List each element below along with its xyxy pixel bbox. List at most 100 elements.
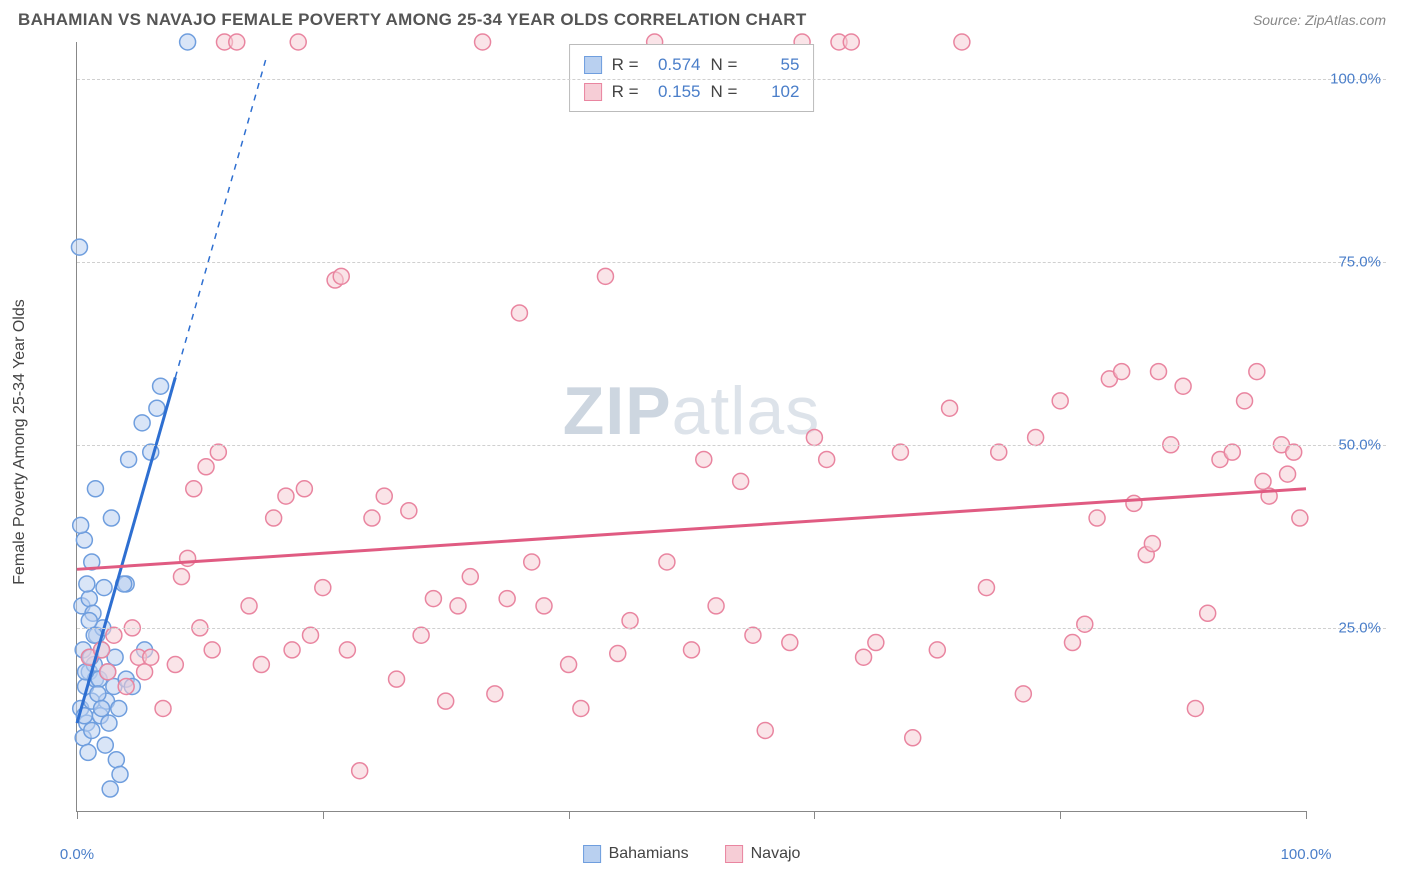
source-name: ZipAtlas.com	[1305, 12, 1386, 28]
scatter-point	[892, 444, 908, 460]
scatter-point	[101, 715, 117, 731]
scatter-point	[103, 510, 119, 526]
scatter-point	[204, 642, 220, 658]
scatter-point	[499, 591, 515, 607]
scatter-point	[413, 627, 429, 643]
scatter-point	[1126, 495, 1142, 511]
scatter-point	[487, 686, 503, 702]
scatter-point	[782, 635, 798, 651]
stat-n-value: 102	[747, 78, 799, 105]
scatter-point	[1089, 510, 1105, 526]
x-tick-label: 100.0%	[1281, 846, 1332, 863]
scatter-point	[118, 678, 134, 694]
scatter-point	[94, 700, 110, 716]
scatter-point	[121, 451, 137, 467]
scatter-point	[462, 569, 478, 585]
scatter-point	[856, 649, 872, 665]
x-tick-label: 0.0%	[60, 846, 94, 863]
scatter-point	[71, 239, 87, 255]
scatter-point	[401, 503, 417, 519]
scatter-point	[438, 693, 454, 709]
x-tick	[569, 811, 570, 819]
scatter-point	[1249, 364, 1265, 380]
scatter-point	[1028, 429, 1044, 445]
y-tick-label: 50.0%	[1338, 436, 1381, 453]
scatter-point	[290, 34, 306, 50]
x-tick	[814, 811, 815, 819]
scatter-point	[450, 598, 466, 614]
scatter-point	[97, 737, 113, 753]
gridline-h	[77, 79, 1386, 80]
scatter-point	[1015, 686, 1031, 702]
scatter-point	[757, 722, 773, 738]
stat-n-label: N =	[711, 78, 738, 105]
scatter-point	[186, 481, 202, 497]
gridline-h	[77, 262, 1386, 263]
scatter-point	[622, 613, 638, 629]
scatter-point	[87, 481, 103, 497]
scatter-svg	[77, 42, 1306, 811]
stat-r-value: 0.155	[649, 78, 701, 105]
scatter-point	[80, 744, 96, 760]
scatter-point	[364, 510, 380, 526]
x-tick	[323, 811, 324, 819]
scatter-point	[106, 627, 122, 643]
scatter-point	[153, 378, 169, 394]
scatter-point	[610, 646, 626, 662]
scatter-point	[868, 635, 884, 651]
chart-container: Female Poverty Among 25-34 Year Olds ZIP…	[50, 42, 1386, 842]
scatter-point	[284, 642, 300, 658]
scatter-point	[1200, 605, 1216, 621]
source-attribution: Source: ZipAtlas.com	[1253, 12, 1386, 28]
legend-label: Navajo	[751, 845, 801, 863]
scatter-point	[696, 451, 712, 467]
stat-r-label: R =	[612, 78, 639, 105]
x-tick	[1060, 811, 1061, 819]
plot-area: ZIPatlas R =0.574N =55R =0.155N =102 Bah…	[76, 42, 1306, 812]
scatter-point	[81, 613, 97, 629]
scatter-point	[524, 554, 540, 570]
scatter-point	[266, 510, 282, 526]
scatter-point	[180, 34, 196, 50]
scatter-point	[84, 722, 100, 738]
scatter-point	[108, 752, 124, 768]
x-tick	[1306, 811, 1307, 819]
y-tick-label: 100.0%	[1330, 70, 1381, 87]
scatter-point	[1286, 444, 1302, 460]
scatter-point	[253, 657, 269, 673]
scatter-point	[102, 781, 118, 797]
scatter-point	[1151, 364, 1167, 380]
scatter-point	[76, 532, 92, 548]
scatter-point	[1224, 444, 1240, 460]
scatter-point	[376, 488, 392, 504]
y-tick-label: 25.0%	[1338, 619, 1381, 636]
legend-item: Bahamians	[583, 845, 689, 863]
chart-title: BAHAMIAN VS NAVAJO FEMALE POVERTY AMONG …	[18, 10, 807, 30]
gridline-h	[77, 445, 1386, 446]
stat-r-value: 0.574	[649, 51, 701, 78]
scatter-point	[475, 34, 491, 50]
scatter-point	[339, 642, 355, 658]
scatter-point	[1064, 635, 1080, 651]
scatter-point	[942, 400, 958, 416]
stats-row: R = 0.155 N = 102	[584, 78, 800, 105]
source-label: Source:	[1253, 12, 1305, 28]
stat-n-value: 55	[747, 51, 799, 78]
scatter-point	[1280, 466, 1296, 482]
scatter-point	[819, 451, 835, 467]
scatter-point	[155, 700, 171, 716]
scatter-point	[954, 34, 970, 50]
y-axis-label: Female Poverty Among 25-34 Year Olds	[11, 299, 29, 585]
scatter-point	[1187, 700, 1203, 716]
chart-header: BAHAMIAN VS NAVAJO FEMALE POVERTY AMONG …	[0, 0, 1406, 38]
scatter-point	[79, 576, 95, 592]
scatter-point	[684, 642, 700, 658]
scatter-point	[303, 627, 319, 643]
scatter-point	[229, 34, 245, 50]
scatter-point	[112, 766, 128, 782]
scatter-point	[100, 664, 116, 680]
scatter-point	[733, 473, 749, 489]
scatter-point	[843, 34, 859, 50]
scatter-point	[389, 671, 405, 687]
scatter-point	[241, 598, 257, 614]
